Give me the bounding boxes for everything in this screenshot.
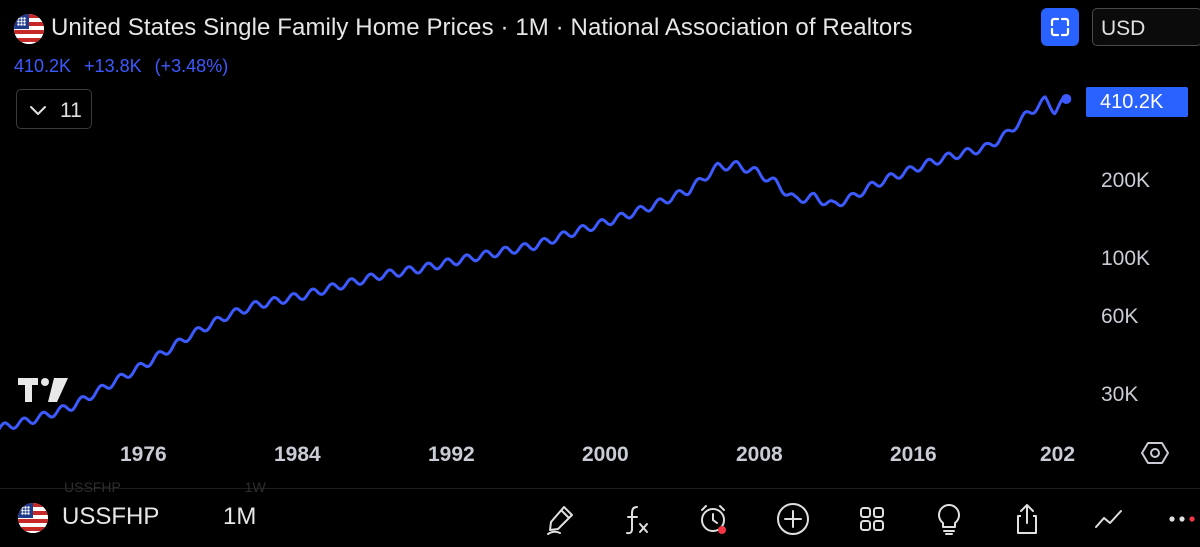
- alerts-button[interactable]: [694, 499, 734, 539]
- fullscreen-button[interactable]: [1041, 8, 1079, 46]
- chart-settings-button[interactable]: [1140, 438, 1170, 468]
- symbol-button[interactable]: USSFHP: [62, 503, 160, 530]
- x-tick-label: 1976: [120, 443, 167, 466]
- more-icon: [1169, 516, 1195, 522]
- price-chart[interactable]: 30K 60K 100K 200K 1976 1984 1992 2000 2008 2016 2…: [0, 60, 1200, 500]
- draw-brush-icon: [547, 506, 573, 535]
- ideas-button[interactable]: [929, 499, 969, 539]
- x-tick-label: 2016: [890, 443, 937, 466]
- share-button[interactable]: [1007, 499, 1047, 539]
- ghost-interval: 1W: [244, 479, 266, 495]
- scrolled-ghost-row: USSFHP 1W: [64, 479, 386, 495]
- x-tick-label: 2008: [736, 443, 783, 466]
- interval-button[interactable]: 1M: [223, 503, 257, 530]
- settings-hexagon-icon: [1141, 442, 1169, 464]
- last-value: 410.2K: [14, 56, 72, 76]
- x-tick-label: 202: [1040, 443, 1075, 466]
- ideas-lightbulb-icon: [938, 504, 960, 535]
- series-line: [0, 95, 1068, 431]
- chevron-down-icon: [30, 106, 46, 115]
- alert-clock-icon: [701, 505, 726, 534]
- y-tick-label: 200K: [1101, 169, 1150, 192]
- currency-select[interactable]: USD: [1092, 8, 1200, 46]
- chart-title[interactable]: United States Single Family Home Prices …: [51, 14, 913, 41]
- tradingview-logo: [18, 378, 68, 402]
- indicator-count: 11: [60, 99, 82, 122]
- chart-header: United States Single Family Home Prices …: [0, 0, 1200, 90]
- indicators-button[interactable]: [616, 499, 656, 539]
- y-tick-label: 60K: [1101, 305, 1138, 328]
- ghost-symbol: USSFHP: [64, 479, 121, 495]
- add-plus-icon: [777, 503, 809, 535]
- layout-button[interactable]: [852, 499, 892, 539]
- indicators-fx-icon: [626, 506, 648, 535]
- chart-canvas[interactable]: 30K 60K 100K 200K 1976 1984 1992 2000 2008 2016 2…: [0, 60, 1200, 500]
- share-icon: [1017, 504, 1037, 534]
- last-price-label: 410.2K: [1100, 91, 1164, 113]
- currency-label: USD: [1101, 17, 1146, 40]
- add-button[interactable]: [773, 499, 813, 539]
- last-price-badge: 410.2K: [1086, 87, 1188, 117]
- us-flag-icon: [18, 503, 48, 533]
- change-percent: (+3.48%): [154, 56, 229, 76]
- y-tick-label: 30K: [1101, 383, 1138, 406]
- indicators-collapse-toggle[interactable]: 11: [16, 89, 92, 129]
- last-point-marker: [1061, 93, 1072, 104]
- us-flag-icon: [14, 14, 44, 44]
- more-button[interactable]: [1158, 499, 1198, 539]
- chart-style-line-icon: [1095, 510, 1122, 528]
- change-absolute: +13.8K: [84, 56, 142, 76]
- x-tick-label: 2000: [582, 443, 629, 466]
- chart-style-button[interactable]: [1089, 499, 1129, 539]
- x-axis[interactable]: 1976 1984 1992 2000 2008 2016 202: [120, 443, 1075, 466]
- x-tick-label: 1984: [274, 443, 321, 466]
- y-tick-label: 100K: [1101, 247, 1150, 270]
- x-tick-label: 1992: [428, 443, 475, 466]
- price-summary: 410.2K +13.8K (+3.48%): [14, 56, 236, 77]
- y-axis[interactable]: 30K 60K 100K 200K: [1101, 169, 1150, 406]
- drawing-tools-button[interactable]: [540, 499, 580, 539]
- fullscreen-icon: [1050, 17, 1070, 37]
- layout-grid-icon: [860, 507, 884, 531]
- bottom-toolbar: USSFHP 1W USSFHP 1M: [0, 479, 1200, 547]
